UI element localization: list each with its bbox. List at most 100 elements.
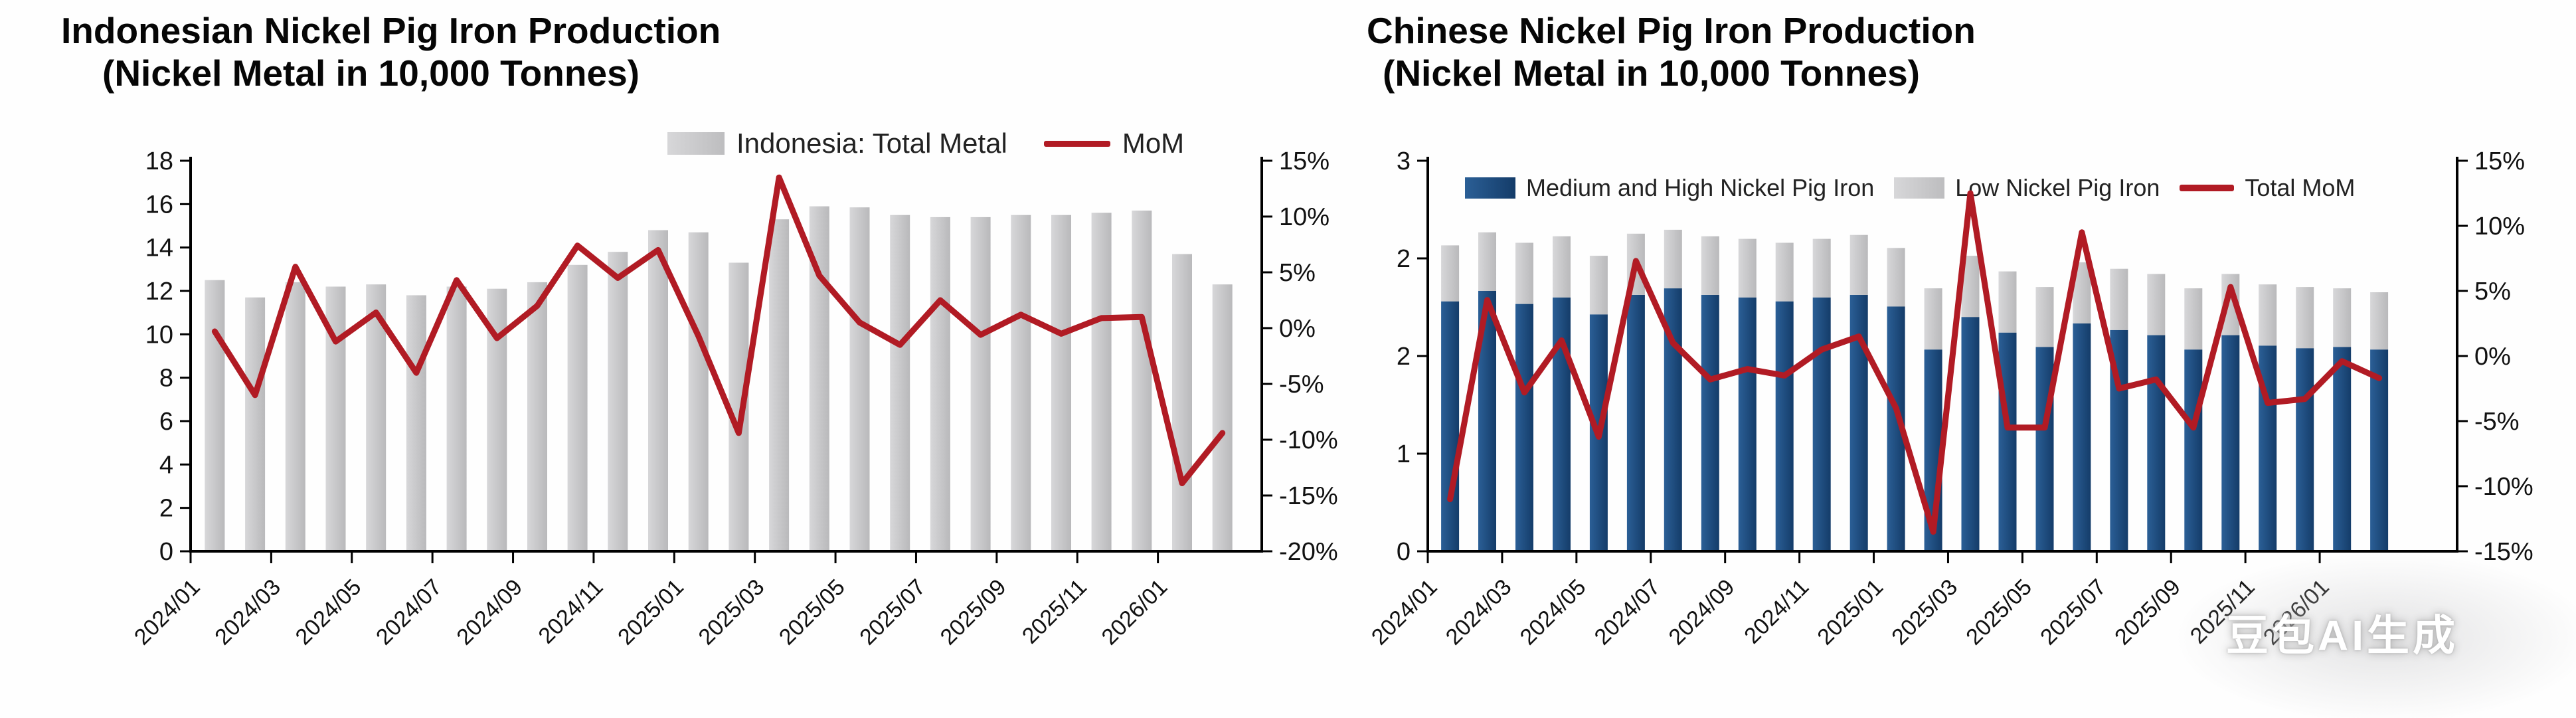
y-right-tick-label: -15% [2474,538,2533,566]
y-left-tick-label: 14 [145,234,173,262]
bar-segment [2370,349,2389,551]
x-tick-label: 2024/07 [1590,575,1666,650]
ai-watermark: 豆包AI生成 [2226,612,2458,660]
x-tick-label: 2025/11 [1017,575,1092,649]
x-tick-label: 2026/01 [1096,575,1172,650]
y-left-tick-label: 2 [1397,245,1411,273]
y-right-tick-label: 15% [2474,147,2525,175]
bar-segment [2296,287,2314,349]
bar-segment [1478,232,1496,291]
y-left-tick-label: 4 [159,451,173,479]
bar-segment [2035,347,2054,551]
indonesia-title-line2: (Nickel Metal in 10,000 Tonnes) [102,52,640,94]
x-tick-label: 2024/09 [452,575,527,650]
china-legend-item-low: Low Nickel Pig Iron [1894,174,2160,202]
y-left-tick-label: 10 [145,321,173,349]
indonesia-npi-plot: 0 2 4 6 8 10 12 14 16 18 -20% -15% -10% -5% 0% 5% 10% 15%… [129,147,1338,650]
bar-segment [446,286,467,551]
x-tick-label: 2024/05 [291,575,367,650]
china-npi-plot: 0 1 2 2 3 -15% -10% -5% 0% 5% 10% 15% 2024/012024/03… [1367,147,2533,650]
red-line-swatch-icon [2180,185,2235,191]
bar-segment [1091,213,1112,551]
indonesia-chart-title: Indonesian Nickel Pig Iron Production (N… [61,9,721,94]
x-tick-label: 2025/03 [1887,575,1962,650]
bar-segment [849,207,870,551]
bar-segment [1701,294,1719,551]
bar-segment [366,284,386,551]
x-tick-label: 2024/03 [210,575,286,650]
x-tick-label: 2025/07 [2035,575,2111,650]
y-left-tick-label: 12 [145,278,173,306]
bar-segment [1589,256,1608,315]
bar-segment [2296,348,2314,551]
y-left-tick-label: 18 [145,147,173,175]
bar-segment [1701,236,1719,295]
bar-segment [1775,242,1794,302]
x-tick-label: 2024/07 [371,575,447,650]
bar-segment [2333,347,2352,551]
y-right-tick-label: 5% [1279,259,1316,287]
x-tick-label: 2025/09 [2110,575,2186,650]
china-legend-label-medium-high: Medium and High Nickel Pig Iron [1526,174,1875,201]
y-left-tick-label: 1 [1397,440,1411,468]
bar-segment [1998,271,2017,333]
bar-segment [2259,284,2277,346]
gray-bar-swatch-icon [1894,177,1945,199]
y-left-tick-label: 2 [159,495,173,523]
bar-segment [1011,215,1031,551]
indonesia-legend-item-mom: MoM [1043,128,1184,159]
bar-segment [1441,245,1460,302]
bar-segment [2147,274,2166,335]
x-tick-label: 2025/03 [694,575,770,650]
china-title-line2: (Nickel Metal in 10,000 Tonnes) [1383,52,1920,94]
bar-segment [1172,254,1192,551]
bar-segment [608,252,628,551]
indonesia-title-line1: Indonesian Nickel Pig Iron Production [61,10,721,51]
bar-segment [285,282,305,551]
y-right-tick-label: 15% [1279,147,1330,175]
indonesia-npi-bars-0 [205,206,1233,552]
bar-segment [2073,323,2091,551]
x-tick-label: 2024/05 [1515,575,1591,650]
bar-segment [1738,297,1757,551]
china-legend-item-total-mom: Total MoM [2180,174,2355,202]
bar-segment [1441,301,1460,551]
bar-segment [1212,284,1233,551]
indonesia-legend-item-total-metal: Indonesia: Total Metal [667,128,1007,159]
china-legend: Medium and High Nickel Pig Iron Low Nick… [1465,174,2355,202]
bar-segment [2184,349,2203,551]
china-npi-bars-1 [1441,229,2389,350]
x-tick-label: 2025/01 [1812,575,1888,650]
y-right-tick-label: -5% [1279,371,1324,399]
y-left-tick-label: 2 [1397,343,1411,371]
bar-segment [2333,288,2352,347]
china-npi-mom-line [1447,190,2383,535]
bar-segment [1812,297,1831,551]
x-tick-label: 2025/09 [936,575,1011,650]
y-right-tick-label: 5% [2474,278,2511,306]
x-tick-label: 2024/09 [1664,575,1740,650]
bar-segment [2110,268,2128,330]
bar-segment [245,297,266,551]
indonesia-legend-label-total-metal: Indonesia: Total Metal [736,128,1007,159]
x-tick-label: 2024/11 [1739,575,1814,649]
y-left-tick-label: 8 [159,365,173,393]
y-right-tick-label: -10% [1279,426,1338,454]
x-tick-label: 2024/01 [1367,575,1442,650]
bar-segment [1887,248,1905,307]
x-tick-label: 2025/05 [774,575,850,650]
bar-segment [1515,304,1533,551]
bar-segment [2221,335,2240,551]
bar-segment [2147,335,2166,551]
bar-segment [1132,211,1152,552]
y-left-tick-label: 0 [1397,538,1411,566]
x-tick-label: 2024/11 [534,575,608,649]
bar-segment [1849,294,1868,551]
y-right-tick-label: -10% [2474,473,2533,501]
indonesia-npi-mom-line [211,174,1226,486]
bar-segment [1998,332,2017,551]
y-right-tick-label: -5% [2474,408,2520,436]
y-left-tick-label: 16 [145,191,173,219]
bar-segment [1626,294,1645,551]
